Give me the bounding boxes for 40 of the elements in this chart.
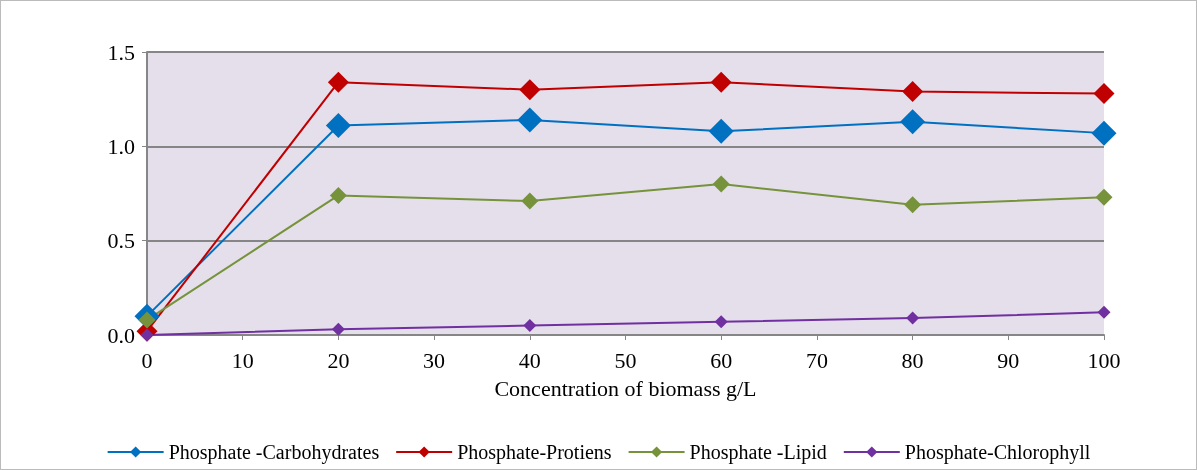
point — [517, 107, 543, 133]
legend-label: Phosphate-Protiens — [457, 441, 612, 464]
x-tick-label: 10 — [231, 347, 254, 373]
point — [902, 81, 924, 103]
point — [521, 192, 539, 210]
point — [327, 71, 349, 93]
legend-label: Phosphate -Carbohydrates — [168, 441, 380, 464]
point — [712, 175, 730, 193]
point — [904, 196, 922, 214]
x-tick-label: 20 — [327, 347, 350, 373]
x-tick-label: 60 — [710, 347, 733, 373]
y-tick-label: 0.5 — [107, 228, 135, 254]
legend-label: Phosphate -Lipid — [689, 441, 827, 464]
point — [331, 322, 345, 336]
x-tick-label: 70 — [805, 347, 828, 373]
x-tick-label: 40 — [518, 347, 541, 373]
point — [1095, 188, 1113, 206]
y-tick-label: 0.0 — [107, 322, 135, 348]
y-tick-label: 1.0 — [107, 133, 135, 159]
point — [329, 186, 347, 204]
point — [714, 315, 728, 329]
x-tick-label: 50 — [614, 347, 637, 373]
legend-label: Phosphate-Chlorophyll — [904, 441, 1091, 464]
point — [708, 118, 734, 144]
x-tick-label: 100 — [1087, 347, 1121, 373]
point — [710, 71, 732, 93]
y-tick-label: 1.5 — [107, 39, 135, 65]
point — [1093, 83, 1115, 105]
x-tick-label: 0 — [141, 347, 153, 373]
point — [519, 79, 541, 101]
x-tick-label: 90 — [997, 347, 1020, 373]
x-axis-title: Concentration of biomass g/L — [494, 375, 757, 401]
point — [900, 109, 926, 135]
point — [325, 113, 351, 139]
x-tick-label: 80 — [901, 347, 924, 373]
point — [906, 311, 920, 325]
point — [1091, 120, 1117, 146]
point — [523, 319, 537, 333]
x-tick-label: 30 — [423, 347, 446, 373]
point — [1097, 305, 1111, 319]
